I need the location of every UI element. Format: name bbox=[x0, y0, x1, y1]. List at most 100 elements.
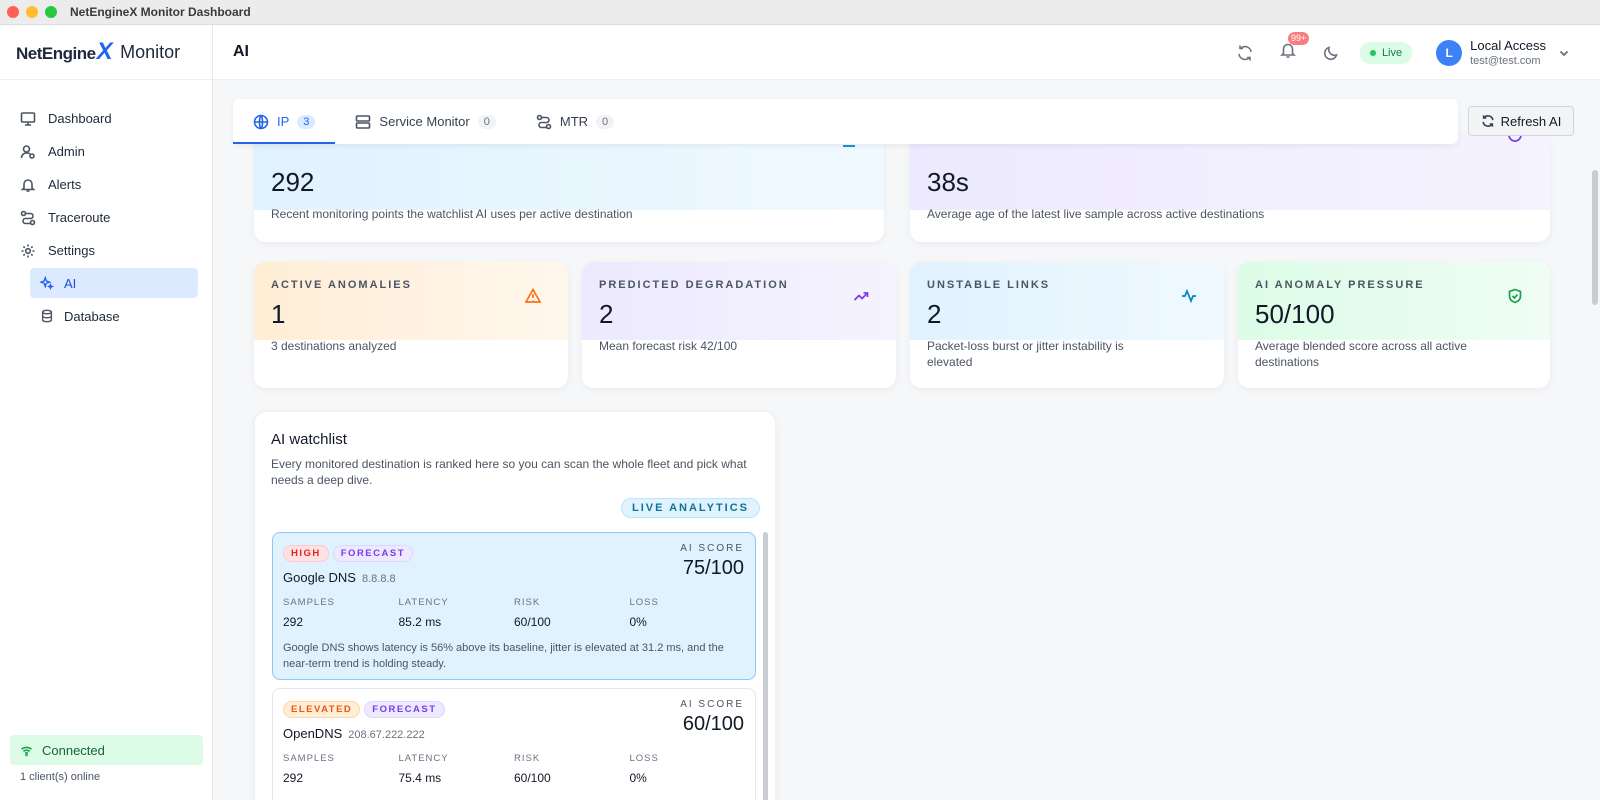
stat-value: 50/100 bbox=[1255, 299, 1335, 329]
top-header: AI 99+ Live L Local Access test@test.com bbox=[213, 25, 1600, 80]
sidebar-item-admin[interactable]: Admin bbox=[0, 135, 212, 168]
destination-label: Google DNS bbox=[283, 570, 356, 585]
content-scrollbar[interactable] bbox=[1592, 170, 1598, 305]
metric-value: 85.2 ms bbox=[398, 615, 442, 629]
card-body: AI ANOMALY PRESSURE 50/100 Average blend… bbox=[1238, 262, 1550, 370]
chevron-down-icon[interactable] bbox=[1558, 47, 1570, 59]
watchlist-title: AI watchlist bbox=[271, 431, 347, 448]
metrics-row: SAMPLES 292 LATENCY 85.2 ms RISK 60/100 LOS… bbox=[283, 597, 745, 629]
card-tint bbox=[1238, 262, 1550, 340]
ai-score: AI SCORE 60/100 bbox=[680, 699, 744, 736]
card-tint bbox=[254, 132, 884, 210]
refresh-ai-button[interactable]: Refresh AI bbox=[1468, 106, 1574, 136]
metric-label: RISK bbox=[514, 753, 541, 764]
metric-value: 0% bbox=[629, 615, 647, 629]
stat-label: PREDICTED DEGRADATION bbox=[599, 279, 789, 291]
metric-label: LOSS bbox=[629, 753, 659, 764]
server-icon bbox=[356, 114, 371, 129]
brand-logo: NetEngineX bbox=[16, 38, 113, 66]
notifications-button[interactable]: 99+ bbox=[1279, 32, 1310, 64]
stat-card-ai-anomaly-pressure: AI ANOMALY PRESSURE 50/100 Average blend… bbox=[1238, 262, 1550, 388]
sidebar-item-settings[interactable]: Settings bbox=[0, 234, 212, 267]
close-window-button[interactable] bbox=[7, 6, 19, 18]
tab-count: 0 bbox=[596, 114, 615, 129]
sidebar-subitem-database[interactable]: Database bbox=[30, 301, 198, 331]
trending-up-icon bbox=[853, 292, 869, 301]
metric-value: 292 bbox=[283, 771, 304, 785]
watchlist-item-google-dns[interactable]: HIGH FORECAST Google DNS 8.8.8.8 AI SCORE … bbox=[272, 532, 756, 680]
sidebar-subitem-label: AI bbox=[64, 275, 77, 291]
card-body: PREDICTED DEGRADATION 2 Mean forecast ri… bbox=[582, 262, 896, 354]
metric-label: LOSS bbox=[629, 597, 659, 608]
user-menu[interactable]: Local Access test@test.com bbox=[1470, 38, 1546, 67]
header-actions: 99+ Live L Local Access test@test.com bbox=[1211, 25, 1570, 80]
card-tint bbox=[910, 132, 1550, 210]
destination-summary: Google DNS shows latency is 56% above it… bbox=[283, 642, 724, 670]
stat-value: 38s bbox=[927, 167, 969, 197]
sidebar-subitem-ai[interactable]: AI bbox=[30, 268, 198, 298]
sidebar-item-label: Admin bbox=[48, 144, 85, 159]
minimize-window-button[interactable] bbox=[26, 6, 38, 18]
warning-icon bbox=[525, 288, 541, 303]
brand[interactable]: NetEngineX Monitor bbox=[0, 25, 212, 80]
watchlist-subtitle: Every monitored destination is ranked he… bbox=[271, 457, 747, 487]
avatar[interactable]: L bbox=[1436, 39, 1463, 66]
card-body: ACTIVE ANOMALIES 1 3 destinations analyz… bbox=[254, 262, 568, 354]
metric-samples: SAMPLES 292 bbox=[283, 597, 399, 629]
stat-label: ACTIVE ANOMALIES bbox=[271, 279, 412, 291]
sidebar-item-traceroute[interactable]: Traceroute bbox=[0, 201, 212, 234]
ai-score-label: AI SCORE bbox=[680, 543, 744, 554]
stat-desc: Packet-loss burst or jitter instability … bbox=[927, 339, 1124, 369]
stat-card-sample-age: 38s Average age of the latest live sampl… bbox=[910, 132, 1550, 242]
severity-badge: HIGH bbox=[283, 545, 329, 562]
stat-desc: Recent monitoring points the watchlist A… bbox=[271, 207, 633, 221]
destination-name: Google DNS 8.8.8.8 bbox=[283, 570, 745, 585]
sidebar-item-label: Settings bbox=[48, 243, 95, 258]
metric-value: 60/100 bbox=[514, 771, 551, 785]
gear-icon bbox=[21, 244, 35, 257]
ai-score-value: 60/100 bbox=[682, 713, 744, 735]
live-label: Live bbox=[1381, 46, 1403, 59]
card-body: UNSTABLE LINKS 2 Packet-loss burst or ji… bbox=[910, 262, 1224, 370]
tab-mtr[interactable]: MTR 0 bbox=[516, 99, 634, 144]
stat-desc: 3 destinations analyzed bbox=[271, 339, 397, 353]
metric-samples: SAMPLES 292 bbox=[283, 753, 399, 785]
stat-desc: Average blended score across all active … bbox=[1255, 339, 1467, 369]
metric-label: RISK bbox=[514, 597, 541, 608]
stat-value: 292 bbox=[271, 167, 315, 197]
metric-label: LATENCY bbox=[398, 597, 449, 608]
live-indicator: Live bbox=[1359, 41, 1413, 64]
tab-label: MTR bbox=[559, 114, 589, 129]
tab-count: 0 bbox=[477, 114, 496, 129]
tab-ip[interactable]: IP 3 bbox=[233, 99, 336, 144]
brand-logo-text: NetEngine bbox=[16, 44, 96, 63]
ai-score-value: 75/100 bbox=[682, 557, 744, 579]
tab-service-monitor[interactable]: Service Monitor 0 bbox=[335, 99, 515, 144]
watchlist-scrollbar[interactable] bbox=[763, 532, 768, 800]
sidebar-item-alerts[interactable]: Alerts bbox=[0, 168, 212, 201]
metrics-row: SAMPLES 292 LATENCY 75.4 ms RISK 60/100 LOS… bbox=[283, 753, 745, 785]
metric-value: 60/100 bbox=[514, 615, 551, 629]
tabs-bar: IP 3 Service Monitor 0 MTR 0 bbox=[233, 99, 1458, 144]
live-dot bbox=[1369, 49, 1376, 56]
user-gear-icon bbox=[20, 144, 35, 159]
sidebar-item-label: Traceroute bbox=[48, 210, 111, 225]
globe-icon bbox=[253, 114, 269, 129]
destination-ip: 8.8.8.8 bbox=[361, 573, 396, 585]
metric-value: 75.4 ms bbox=[398, 771, 442, 785]
refresh-icon bbox=[1482, 115, 1494, 127]
stat-value: 2 bbox=[599, 299, 614, 329]
monitor-icon bbox=[20, 111, 36, 126]
stat-desc: Mean forecast risk 42/100 bbox=[599, 339, 738, 353]
maximize-window-button[interactable] bbox=[45, 6, 57, 18]
watchlist-item-opendns[interactable]: ELEVATED FORECAST OpenDNS 208.67.222.222 A… bbox=[272, 688, 756, 800]
moon-icon[interactable] bbox=[1322, 44, 1340, 62]
route-icon bbox=[20, 210, 36, 225]
destination-name: OpenDNS 208.67.222.222 bbox=[283, 726, 745, 741]
user-name: Local Access bbox=[1470, 38, 1546, 53]
sidebar-item-dashboard[interactable]: Dashboard bbox=[0, 102, 212, 135]
database-icon bbox=[41, 309, 53, 323]
metric-risk: RISK 60/100 bbox=[514, 753, 630, 785]
metric-risk: RISK 60/100 bbox=[514, 597, 630, 629]
sync-icon[interactable] bbox=[1236, 44, 1254, 62]
